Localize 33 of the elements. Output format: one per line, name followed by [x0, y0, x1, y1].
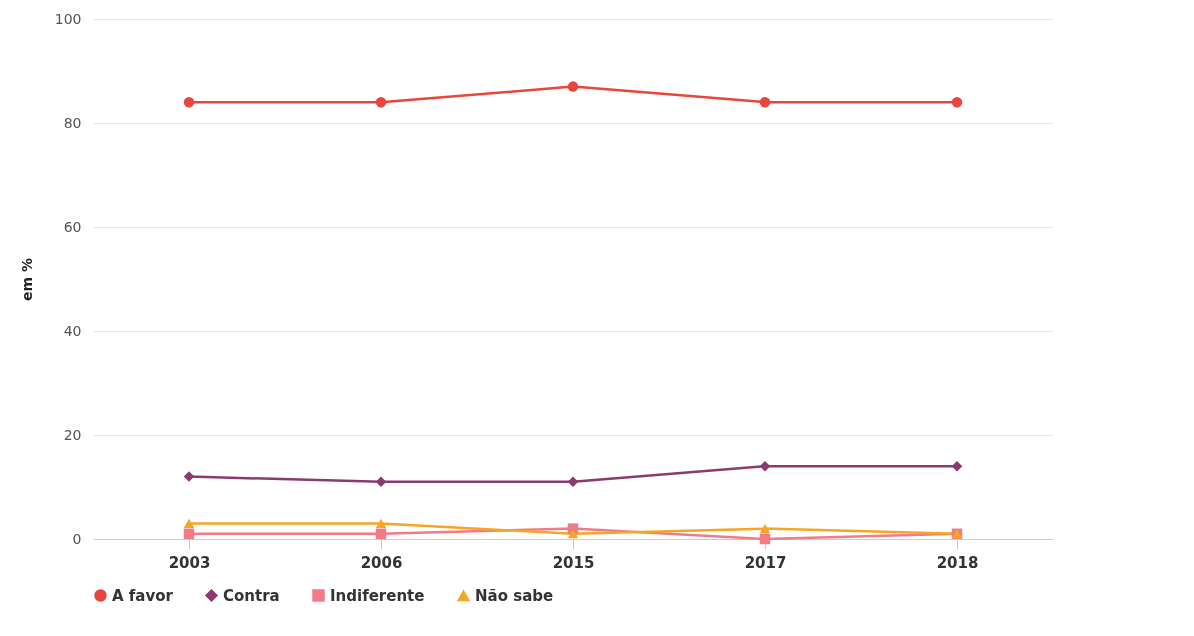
point — [375, 528, 387, 540]
x-tick-label: 2018 — [936, 553, 979, 572]
y-tick-label: 60 — [63, 218, 82, 235]
point — [375, 476, 387, 488]
point — [567, 476, 579, 488]
y-tick-label: 80 — [63, 114, 82, 131]
legend-label: Contra — [223, 586, 280, 605]
point — [567, 529, 579, 539]
point — [567, 81, 579, 92]
point — [951, 460, 963, 472]
point — [183, 518, 195, 528]
y-tick-label: 40 — [63, 322, 82, 339]
x-tick-label: 2006 — [360, 553, 403, 572]
y-tick-label: 20 — [63, 426, 82, 443]
point — [183, 528, 195, 540]
point — [375, 518, 387, 528]
point — [375, 96, 387, 108]
y-tick-label: 100 — [54, 10, 82, 27]
y-tick-label: 0 — [72, 530, 82, 547]
point — [759, 533, 771, 545]
legend-label: Indiferente — [330, 586, 425, 605]
x-tick-label: 2003 — [168, 553, 211, 572]
point — [183, 96, 195, 108]
y-axis-title: em % — [18, 258, 35, 301]
point — [759, 460, 771, 472]
point — [759, 524, 771, 534]
legend-label: Não sabe — [475, 586, 554, 605]
point — [183, 471, 195, 482]
point — [951, 96, 963, 108]
legend-label: A favor — [112, 586, 174, 605]
x-tick-label: 2015 — [552, 553, 595, 572]
x-tick-label: 2017 — [744, 553, 787, 572]
point — [759, 96, 771, 108]
